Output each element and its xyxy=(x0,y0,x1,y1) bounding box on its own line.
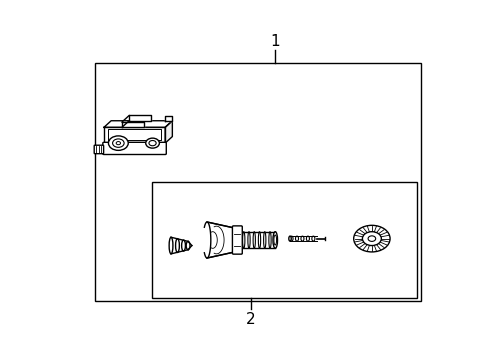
Circle shape xyxy=(353,225,389,252)
FancyBboxPatch shape xyxy=(102,142,166,154)
Ellipse shape xyxy=(108,136,128,150)
Polygon shape xyxy=(129,116,150,121)
Polygon shape xyxy=(241,232,275,248)
Ellipse shape xyxy=(186,242,190,250)
Ellipse shape xyxy=(273,235,276,245)
Polygon shape xyxy=(165,121,172,143)
Ellipse shape xyxy=(288,236,291,241)
Text: 2: 2 xyxy=(245,311,255,327)
Polygon shape xyxy=(204,222,210,258)
Polygon shape xyxy=(165,116,172,121)
Ellipse shape xyxy=(247,232,250,248)
Circle shape xyxy=(362,232,381,246)
Ellipse shape xyxy=(263,232,265,248)
Polygon shape xyxy=(104,127,165,143)
Bar xyxy=(95,63,420,301)
Ellipse shape xyxy=(268,232,270,248)
Bar xyxy=(152,182,417,298)
Ellipse shape xyxy=(295,236,298,241)
Ellipse shape xyxy=(311,236,314,241)
Ellipse shape xyxy=(289,236,292,241)
FancyBboxPatch shape xyxy=(94,145,103,154)
Ellipse shape xyxy=(253,232,255,248)
Ellipse shape xyxy=(169,237,173,254)
Circle shape xyxy=(367,236,375,242)
Polygon shape xyxy=(122,122,143,127)
Polygon shape xyxy=(104,121,172,127)
Ellipse shape xyxy=(242,232,244,248)
Ellipse shape xyxy=(175,239,179,252)
Ellipse shape xyxy=(181,240,185,251)
FancyBboxPatch shape xyxy=(232,226,242,254)
Ellipse shape xyxy=(258,232,260,248)
Polygon shape xyxy=(206,222,241,258)
Ellipse shape xyxy=(149,140,156,146)
Ellipse shape xyxy=(116,141,120,145)
Ellipse shape xyxy=(145,138,159,148)
Ellipse shape xyxy=(112,139,124,147)
Ellipse shape xyxy=(272,232,277,248)
Text: 1: 1 xyxy=(270,34,280,49)
Ellipse shape xyxy=(300,236,304,241)
Ellipse shape xyxy=(306,236,309,241)
